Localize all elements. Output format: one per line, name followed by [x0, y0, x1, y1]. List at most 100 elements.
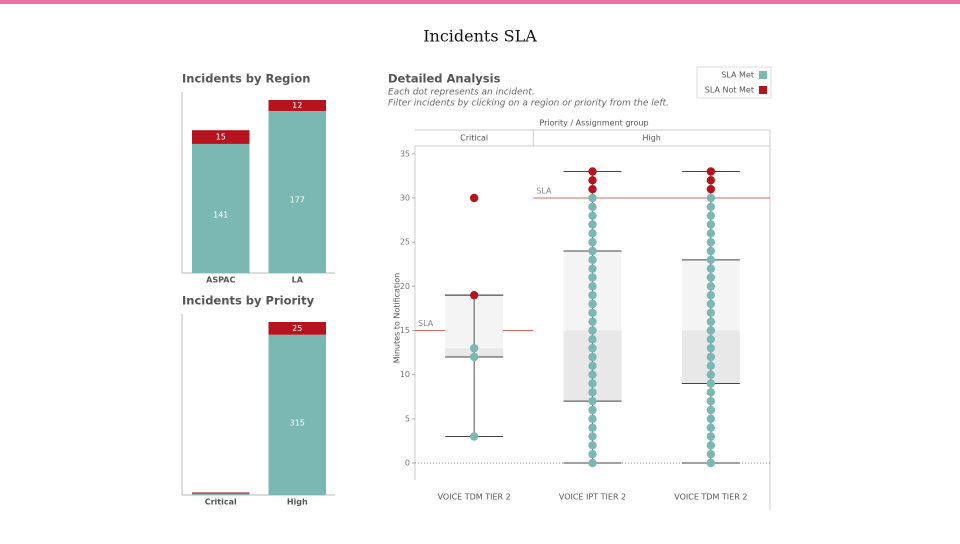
- dot: [706, 405, 716, 415]
- legend-label: SLA Not Met: [705, 86, 754, 95]
- dot: [706, 423, 716, 432]
- dot: [706, 361, 716, 371]
- bar-segment: [192, 130, 250, 144]
- dot: [588, 282, 597, 291]
- dot: [706, 352, 716, 362]
- dot: [588, 414, 597, 424]
- legend-swatch: [759, 86, 767, 94]
- dot: [588, 326, 597, 335]
- subtitle: Each dot represents an incident.: [388, 88, 535, 98]
- slide-title: Incidents SLA: [423, 27, 537, 46]
- legend-box: [696, 66, 772, 99]
- y-tick-label: 0: [405, 459, 410, 468]
- dot: [588, 361, 597, 371]
- x-tick-label: Critical: [205, 498, 237, 507]
- y-tick-label: 15: [400, 326, 410, 335]
- dot: [706, 414, 716, 424]
- data-label: 315: [290, 418, 305, 427]
- dot: [588, 273, 597, 282]
- bar-segment: [192, 143, 250, 273]
- bar-segment: [268, 100, 326, 111]
- dot: [706, 255, 716, 265]
- dot: [706, 317, 716, 326]
- dot: [588, 299, 597, 309]
- dot: [588, 423, 597, 432]
- dot: [706, 458, 716, 468]
- y-tick-label: 5: [405, 414, 410, 423]
- y-tick-label: 20: [400, 282, 410, 291]
- column-header: High: [642, 134, 660, 143]
- dot: [706, 202, 716, 212]
- dot: [469, 290, 479, 300]
- sla-label: SLA: [418, 319, 434, 328]
- dot: [588, 370, 597, 379]
- legend-swatch: [759, 71, 767, 79]
- y-tick-label: 25: [400, 238, 410, 247]
- bar-segment: [268, 322, 326, 335]
- data-label: 15: [216, 133, 226, 142]
- dot: [588, 176, 597, 185]
- dot: [588, 193, 597, 203]
- data-label: 177: [290, 196, 305, 205]
- dot: [588, 184, 597, 194]
- dot: [588, 405, 597, 415]
- chart-title: Incidents by Priority: [182, 294, 315, 308]
- dot: [706, 441, 716, 450]
- y-tick-label: 10: [400, 370, 410, 379]
- dot: [706, 388, 716, 397]
- dot: [706, 237, 716, 247]
- dot: [706, 273, 716, 282]
- data-label: 25: [292, 324, 302, 333]
- dot: [588, 211, 597, 220]
- subtitle: Filter incidents by clicking on a region…: [388, 99, 669, 109]
- dot: [588, 229, 597, 238]
- dot: [706, 193, 716, 203]
- dot: [588, 396, 597, 406]
- dot: [588, 317, 597, 326]
- dot: [588, 246, 597, 256]
- dot: [706, 335, 716, 344]
- chart-title: Incidents by Region: [182, 72, 310, 86]
- dot: [706, 326, 716, 335]
- chart-title: Detailed Analysis: [388, 72, 501, 86]
- x-tick-label: VOICE TDM TIER 2: [438, 493, 511, 502]
- bar-segment: [268, 334, 326, 495]
- dot: [706, 370, 716, 379]
- dot: [706, 220, 716, 229]
- dot: [706, 290, 716, 300]
- x-tick-label: VOICE TDM TIER 2: [674, 493, 747, 502]
- dot: [588, 335, 597, 344]
- dot: [706, 449, 716, 459]
- dot: [588, 458, 597, 468]
- dot: [588, 432, 597, 441]
- x-tick-label: VOICE IPT TIER 2: [559, 493, 626, 502]
- dot: [588, 202, 597, 212]
- x-tick-label: LA: [292, 276, 304, 285]
- dot: [588, 352, 597, 362]
- data-label: 141: [213, 210, 228, 219]
- top-border: [0, 0, 960, 4]
- dot: [469, 193, 479, 203]
- dot: [588, 449, 597, 459]
- legend-label: SLA Met: [721, 71, 754, 80]
- dot: [588, 220, 597, 229]
- y-tick-label: 35: [400, 149, 410, 158]
- dot: [706, 246, 716, 256]
- dot: [706, 211, 716, 220]
- dot: [706, 396, 716, 406]
- dot: [706, 379, 716, 388]
- bar-segment: [268, 110, 326, 273]
- dot: [706, 184, 716, 194]
- dot: [588, 343, 597, 353]
- dot: [706, 308, 716, 318]
- data-label: 12: [292, 101, 302, 110]
- dot: [588, 308, 597, 318]
- dot: [588, 290, 597, 300]
- header: Priority / Assignment group: [539, 119, 648, 128]
- bar-segment: [192, 493, 250, 495]
- dot: [706, 282, 716, 291]
- dot: [706, 299, 716, 309]
- dot: [588, 167, 597, 176]
